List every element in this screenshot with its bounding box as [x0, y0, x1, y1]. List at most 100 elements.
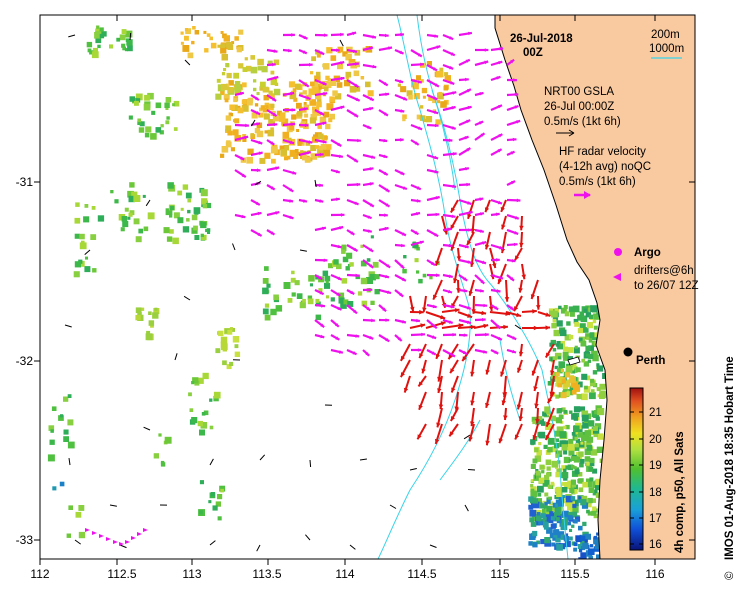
sst-pixel: [594, 546, 598, 550]
sst-pixel: [582, 422, 589, 429]
sst-pixel: [308, 88, 316, 96]
sst-pixel: [264, 266, 269, 271]
sst-pixel: [540, 539, 546, 545]
sst-pixel: [553, 529, 560, 536]
drifter-marker: [113, 540, 118, 544]
sst-pixel: [585, 353, 589, 357]
sst-pixel: [250, 66, 258, 74]
sst-pixel: [580, 434, 588, 442]
x-tick-label: 115: [490, 567, 509, 581]
velocity-arrowhead: [354, 201, 359, 205]
sst-pixel: [303, 104, 310, 111]
velocity-arrowhead: [432, 324, 437, 329]
sst-pixel: [426, 61, 432, 67]
velocity-arrowhead: [353, 247, 358, 251]
sst-pixel: [567, 356, 573, 362]
velocity-arrowhead: [516, 312, 521, 318]
sst-pixel: [311, 136, 319, 143]
sst-pixel: [220, 488, 224, 493]
sst-pixel: [282, 131, 290, 139]
sst-pixel: [551, 310, 558, 318]
sst-pixel: [48, 425, 55, 431]
velocity-arrowhead: [463, 350, 467, 354]
sst-pixel: [226, 41, 233, 49]
sst-pixel: [333, 259, 339, 265]
sst-pixel: [577, 315, 583, 321]
sst-pixel: [592, 319, 597, 324]
radar-legend-arrowhead: [584, 191, 591, 199]
velocity-arrowhead: [387, 290, 391, 294]
sst-pixel: [443, 86, 448, 91]
sst-pixel: [182, 184, 189, 190]
sst-pixel: [562, 495, 566, 499]
sst-pixel: [116, 37, 121, 42]
sst-pixel: [131, 191, 138, 198]
sst-pixel: [595, 484, 601, 490]
velocity-arrow: [68, 458, 71, 466]
velocity-arrowhead: [496, 324, 501, 329]
sst-pixel: [599, 393, 605, 399]
sst-pixel: [264, 314, 271, 321]
sst-pixel: [575, 367, 581, 373]
velocity-arrowhead: [321, 304, 325, 308]
sst-pixel: [567, 505, 572, 511]
sst-pixel: [571, 465, 575, 469]
radar-legend-title: HF radar velocity: [559, 146, 646, 158]
velocity-arrowhead: [516, 120, 521, 124]
sst-pixel: [296, 151, 300, 156]
sst-pixel: [594, 332, 600, 338]
sst-pixel: [151, 110, 156, 115]
velocity-arrow: [314, 179, 317, 187]
sst-pixel: [544, 539, 552, 547]
sst-pixel: [411, 82, 417, 88]
sst-pixel: [585, 345, 591, 352]
velocity-arrow: [256, 544, 261, 552]
sst-pixel: [538, 477, 545, 484]
sst-pixel: [360, 260, 367, 267]
sst-pixel: [586, 509, 590, 514]
velocity-arrow: [305, 534, 311, 541]
velocity-arrowhead: [480, 133, 485, 137]
sst-pixel: [296, 293, 303, 299]
velocity-arrowhead: [454, 308, 460, 313]
velocity-arrowhead: [431, 261, 435, 266]
sst-pixel: [596, 363, 600, 367]
sst-pixel: [47, 454, 55, 462]
sst-pixel: [374, 274, 380, 280]
drifter-legend-line1: drifters@6h: [634, 265, 694, 277]
sst-pixel: [191, 227, 198, 234]
velocity-arrowhead: [484, 48, 489, 52]
velocity-arrowhead: [503, 324, 508, 330]
velocity-arrow: [514, 324, 522, 330]
sst-pixel: [247, 148, 254, 155]
sst-pixel: [560, 307, 567, 314]
velocity-arrowhead: [353, 49, 357, 53]
sst-pixel: [374, 289, 380, 295]
sst-pixel: [325, 144, 332, 150]
sst-pixel: [578, 499, 582, 503]
sst-pixel: [121, 43, 126, 48]
velocity-arrowhead: [256, 168, 261, 173]
sst-pixel: [185, 192, 192, 199]
velocity-arrowhead: [369, 107, 374, 111]
sst-pixel: [75, 202, 80, 207]
velocity-arrowhead: [416, 318, 420, 323]
sst-pixel: [164, 436, 172, 444]
sst-pixel: [586, 444, 593, 451]
sst-pixel: [256, 130, 264, 138]
sst-pixel: [557, 500, 564, 507]
sst-pixel: [127, 190, 134, 198]
sst-pixel: [221, 343, 228, 350]
sst-pixel: [554, 352, 562, 360]
velocity-arrowhead: [488, 306, 494, 311]
velocity-arrow: [259, 454, 266, 461]
sst-pixel: [273, 59, 280, 65]
sst-pixel: [226, 140, 231, 145]
sst-pixel: [561, 482, 566, 486]
sst-pixel: [551, 323, 557, 329]
velocity-arrowhead: [466, 182, 471, 187]
velocity-arrowhead: [513, 242, 518, 247]
velocity-arrowhead: [367, 229, 372, 233]
sst-pixel: [310, 71, 314, 75]
sst-pixel: [547, 484, 552, 489]
